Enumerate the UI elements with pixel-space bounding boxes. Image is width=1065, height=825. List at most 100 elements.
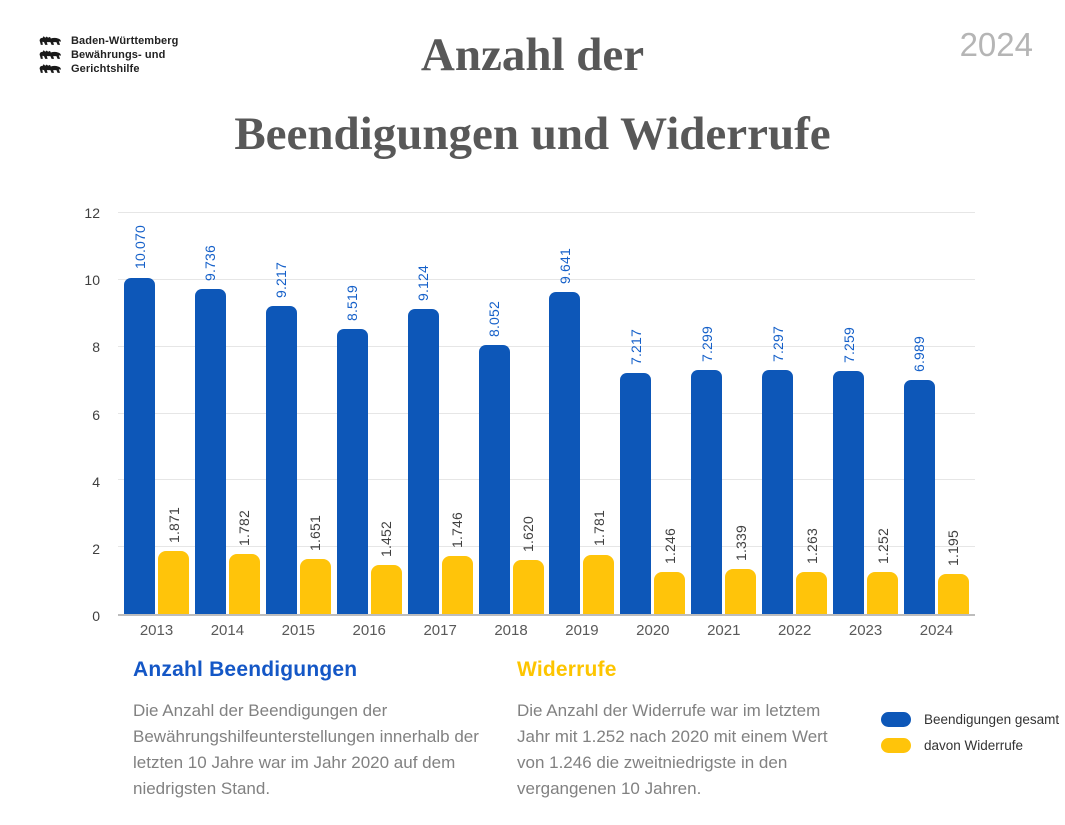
logo-text-line: Baden-Württemberg [71, 35, 179, 47]
bar-value-label: 1.246 [661, 528, 678, 565]
bar-value-label: 7.299 [698, 326, 715, 363]
y-tick-label-6: 6 [92, 406, 100, 423]
bar-beendigungen-2016: 8.519 [336, 285, 368, 614]
legend-swatch-icon [881, 738, 911, 753]
bar-group-2023: 7.259 1.252 [833, 213, 899, 614]
bar-value-label: 1.746 [449, 511, 466, 548]
bar-value-label: 7.217 [627, 328, 644, 365]
bar-widerrufe-2023: 1.252 [867, 528, 899, 614]
bar-widerrufe-2014: 1.782 [228, 510, 260, 614]
y-tick-label-12: 12 [84, 205, 100, 221]
lion-icon [39, 64, 61, 73]
bar-widerrufe-2015: 1.651 [299, 515, 331, 614]
x-axis-labels: 2013 2014 2015 2016 2017 2018 2019 2020 2021 2022… [118, 622, 975, 639]
bw-logo: Baden-Württemberg Bewährungs- und Gerich… [38, 34, 178, 76]
y-tick-label-8: 8 [92, 339, 100, 356]
note-beendigungen-heading: Anzahl Beendigungen [133, 658, 358, 681]
chart-legend: Beendigungen gesamt davon Widerrufe [881, 712, 1059, 764]
bar-beendigungen-2014: 9.736 [194, 245, 226, 614]
x-tick-label-2019: 2019 [565, 622, 599, 639]
note-widerrufe-body: Die Anzahl der Widerrufe war im letztem … [517, 701, 828, 798]
x-tick-label-2024: 2024 [919, 622, 954, 639]
note-widerrufe-heading: Widerrufe [517, 658, 617, 681]
bar-value-label: 1.339 [732, 525, 749, 562]
bar-value-label: 1.195 [945, 530, 962, 567]
bar-beendigungen-2022: 7.297 [762, 326, 794, 614]
y-tick-label-4: 4 [92, 473, 100, 490]
bar-group-2014: 9.736 1.782 [194, 213, 260, 614]
bar-widerrufe-2019: 1.781 [583, 510, 615, 614]
bar-value-label: 1.620 [520, 515, 537, 552]
bar-value-label: 1.452 [378, 521, 395, 558]
bar-beendigungen-2015: 9.217 [265, 262, 297, 614]
x-tick-label-2018: 2018 [494, 622, 528, 639]
page-title-line1: Anzahl der [420, 29, 645, 81]
bar-beendigungen-2017: 9.124 [407, 265, 439, 614]
bar-value-label: 9.736 [202, 244, 219, 281]
bar-value-label: 7.259 [840, 327, 857, 364]
x-tick-label-2015: 2015 [281, 622, 315, 639]
grid-line-6 [118, 412, 975, 414]
grid-line-12 [118, 212, 975, 213]
bar-value-label: 1.252 [874, 528, 891, 565]
bar-widerrufe-2022: 1.263 [796, 528, 828, 614]
grid-line-8 [118, 345, 975, 347]
legend-label: davon Widerrufe [924, 738, 1024, 753]
bar-series-container: 10.070 1.871 9.736 1.782 9.217 1.651 8.519 1.45… [118, 213, 975, 614]
logo-text-line: Gerichtshilfe [71, 63, 140, 75]
bar-value-label: 1.782 [236, 510, 253, 547]
bar-widerrufe-2017: 1.746 [441, 512, 473, 614]
bar-group-2017: 9.124 1.746 [407, 213, 473, 614]
legend-item-1: davon Widerrufe [881, 738, 1059, 753]
bar-widerrufe-2016: 1.452 [370, 521, 402, 614]
y-tick-label-2: 2 [92, 540, 100, 557]
y-tick-label-0: 0 [92, 608, 100, 624]
bw-lions-icon [38, 34, 62, 76]
bar-value-label: 7.297 [769, 326, 786, 363]
x-tick-label-2016: 2016 [352, 622, 386, 639]
plot-area: 10.070 1.871 9.736 1.782 9.217 1.651 8.519 1.45… [118, 212, 975, 616]
bar-beendigungen-2018: 8.052 [478, 301, 510, 614]
grid-line-2 [118, 546, 975, 548]
bar-group-2024: 6.989 1.195 [903, 213, 969, 614]
logo-text-line: Bewährungs- und [71, 49, 166, 61]
x-tick-label-2013: 2013 [139, 622, 174, 639]
lion-icon [39, 36, 61, 45]
bar-widerrufe-2018: 1.620 [512, 516, 544, 614]
bar-beendigungen-2013: 10.070 [124, 225, 155, 614]
lion-icon [39, 50, 61, 59]
x-tick-label-2020: 2020 [636, 622, 670, 639]
bar-value-label: 10.070 [131, 225, 148, 270]
bar-value-label: 6.989 [911, 336, 928, 373]
bar-group-2018: 8.052 1.620 [478, 213, 544, 614]
bar-value-label: 9.217 [273, 261, 290, 298]
bar-widerrufe-2020: 1.246 [654, 528, 686, 614]
note-beendigungen: Anzahl Beendigungen Die Anzahl der Beend… [133, 658, 495, 802]
bar-group-2020: 7.217 1.246 [620, 213, 686, 614]
bar-widerrufe-2024: 1.195 [937, 530, 969, 614]
bar-value-label: 1.781 [590, 510, 607, 547]
year-badge: 2024 [959, 26, 1033, 63]
bar-value-label: 8.052 [486, 300, 503, 337]
legend-item-0: Beendigungen gesamt [881, 712, 1059, 727]
page-title-line2: Beendigungen und Widerrufe [234, 108, 831, 160]
bar-group-2016: 8.519 1.452 [336, 213, 402, 614]
grid-line-4 [118, 479, 975, 481]
x-tick-label-2022: 2022 [777, 622, 812, 639]
x-tick-label-2017: 2017 [423, 622, 457, 639]
bar-beendigungen-2023: 7.259 [833, 327, 865, 614]
y-axis-ticks: 0 2 4 6 8 10 12 [70, 205, 110, 624]
bar-value-label: 1.651 [307, 514, 324, 551]
bar-value-label: 9.641 [556, 247, 573, 284]
logo-text: Baden-Württemberg Bewährungs- und Gerich… [71, 34, 178, 76]
bar-group-2015: 9.217 1.651 [265, 213, 331, 614]
bar-beendigungen-2019: 9.641 [549, 248, 581, 614]
note-beendigungen-body: Die Anzahl der Beendigungen der Bewährun… [133, 701, 479, 798]
bar-value-label: 1.263 [803, 527, 820, 564]
bar-group-2013: 10.070 1.871 [124, 213, 189, 614]
grid-line-10 [118, 278, 975, 280]
bar-beendigungen-2020: 7.217 [620, 329, 652, 614]
x-tick-label-2021: 2021 [707, 622, 741, 639]
note-widerrufe: Widerrufe Die Anzahl der Widerrufe war i… [517, 658, 847, 802]
